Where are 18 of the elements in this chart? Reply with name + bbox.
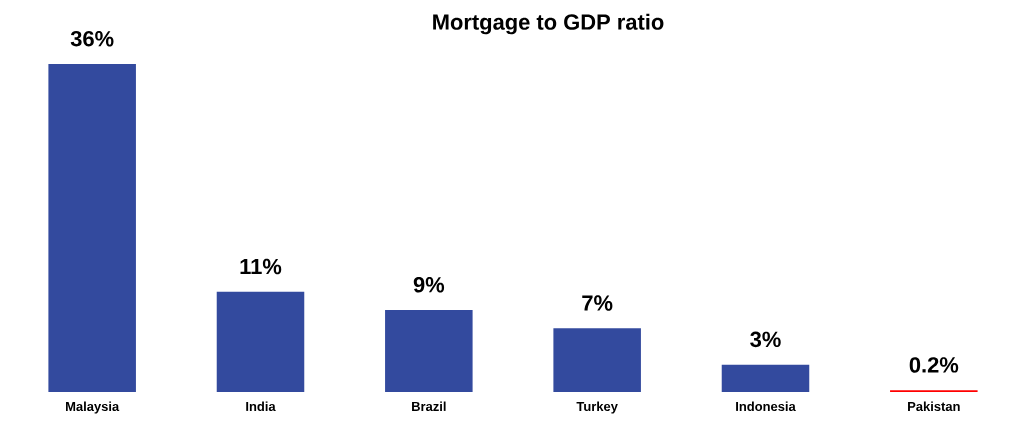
x-tick-label: India [246, 401, 276, 412]
data-label: 7% [582, 295, 613, 311]
x-tick-label: Malaysia [66, 401, 120, 414]
data-label: 0.2% [909, 357, 959, 373]
x-tick-label: Pakistan [908, 401, 960, 412]
chart-title: Mortgage to GDP ratio [433, 13, 664, 35]
data-label: 11% [240, 258, 282, 275]
data-label: 3% [750, 331, 781, 348]
bar [553, 328, 641, 392]
bar [48, 64, 136, 392]
x-tick-label: Indonesia [736, 401, 796, 412]
bar [385, 310, 473, 392]
data-label: 9% [413, 276, 445, 293]
bar [721, 364, 810, 392]
data-label: 36% [70, 30, 114, 47]
x-tick-label: Turkey [576, 401, 618, 414]
bar [216, 291, 305, 392]
x-tick-label: Brazil [412, 401, 446, 412]
